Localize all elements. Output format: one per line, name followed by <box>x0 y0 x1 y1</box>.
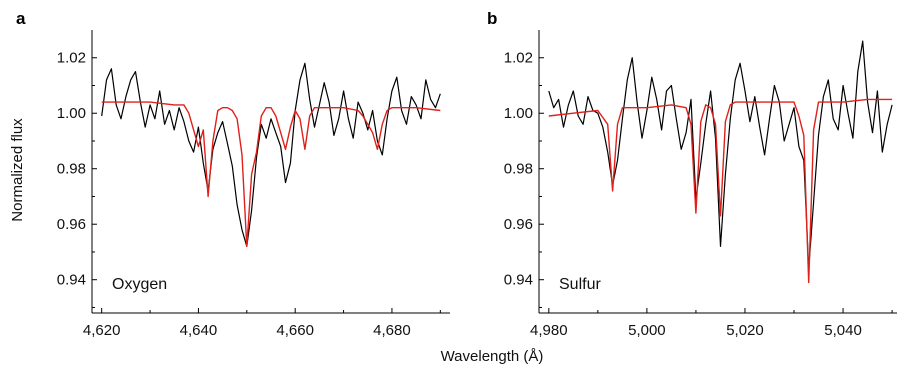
y-tick-label: 1.00 <box>504 105 533 122</box>
y-tick-label: 0.94 <box>57 272 86 289</box>
y-tick-label: 1.02 <box>57 50 86 67</box>
x-tick-label: 4,680 <box>373 322 411 339</box>
panel-a-oxygen: 0.94 0.96 0.98 1.00 1.02 4,620 4,640 4,660 4,680… <box>16 9 450 339</box>
observed-spectrum-line <box>101 62 441 247</box>
x-tick-label: 5,020 <box>726 322 764 339</box>
x-tick-label: 4,660 <box>276 322 314 339</box>
y-tick-label: 0.94 <box>504 272 533 289</box>
observed-spectrum-line <box>548 40 893 270</box>
y-tick-label: 0.98 <box>57 161 86 178</box>
y-tick-label: 0.98 <box>504 161 533 178</box>
model-spectrum-line <box>548 98 893 284</box>
y-axis-title: Normalized flux <box>9 118 26 222</box>
y-tick-label: 1.00 <box>57 105 86 122</box>
x-tick-label: 5,040 <box>824 322 862 339</box>
x-tick-label: 4,980 <box>530 322 568 339</box>
panel-b-sulfur: 0.94 0.96 0.98 1.00 1.02 4,980 5,000 5,020 5,040… <box>487 9 897 339</box>
y-tick-label: 1.02 <box>504 50 533 67</box>
x-tick-label: 4,620 <box>83 322 121 339</box>
x-axis-title: Wavelength (Å) <box>441 348 544 365</box>
x-tick-label: 4,640 <box>180 322 218 339</box>
model-spectrum-line <box>101 101 441 248</box>
element-annotation: Oxygen <box>112 276 167 293</box>
y-tick-label: 0.96 <box>504 216 533 233</box>
panel-letter: b <box>487 9 497 28</box>
x-tick-label: 5,000 <box>628 322 666 339</box>
element-annotation: Sulfur <box>559 276 601 293</box>
panel-letter: a <box>16 9 26 28</box>
y-tick-label: 0.96 <box>57 216 86 233</box>
